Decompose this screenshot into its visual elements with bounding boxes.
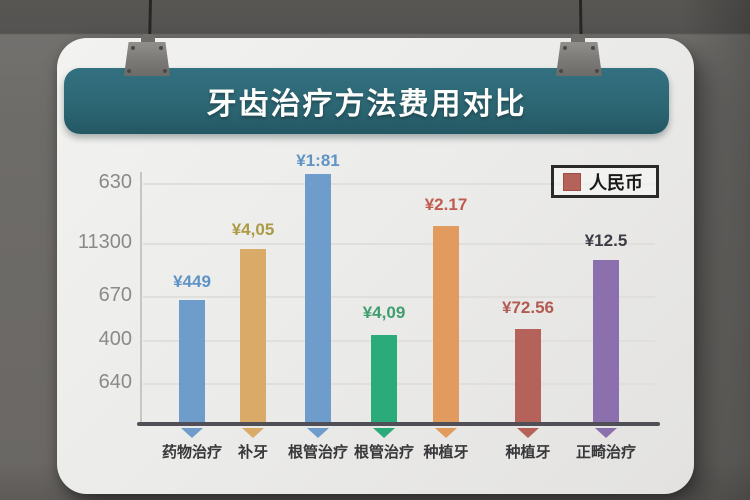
bar-value-label: ¥4,05 [231,220,275,239]
x-axis-category-label: 根管治疗 [287,444,349,461]
screw-icon [591,46,595,50]
y-axis-tick-label: 670 [98,284,132,306]
y-axis-tick-label: 400 [98,328,132,350]
bar [371,335,397,424]
y-axis-tick-label: 640 [98,371,132,393]
bar [179,300,205,424]
binder-clip-left [124,42,170,76]
screw-icon [163,69,167,73]
x-axis-category-label: 种植牙 [505,444,551,461]
bar [240,249,266,424]
gridline [143,340,655,342]
gridline [143,383,655,385]
gridline [143,183,655,185]
screw-icon [563,46,567,50]
bar [515,329,541,424]
bar [433,226,459,424]
bar-value-label: ¥2.17 [424,195,468,214]
bar-tip [181,428,203,438]
gridline [143,243,655,245]
y-axis-line [140,172,142,424]
bar-tip [373,428,395,438]
bar [593,260,619,424]
legend-swatch-icon [563,172,581,191]
x-axis-line [137,422,660,426]
gridline [143,296,655,298]
legend-label: 人民币 [589,172,643,193]
bar-value-label: ¥4,09 [362,303,406,322]
title-banner: 牙齿治疗方法费用对比 [64,68,669,134]
binder-clip-right [556,42,602,76]
bar-tip [307,428,329,438]
bar-value-label: ¥1:81 [296,151,340,170]
poster-title: 牙齿治疗方法费用对比 [206,88,527,121]
legend-box: 人民币 [551,165,659,198]
screw-icon [559,69,563,73]
screw-icon [595,69,599,73]
screw-icon [127,69,131,73]
x-axis-category-label: 根管治疗 [353,444,415,461]
bar-tip [242,428,264,438]
bar-tip [517,428,539,438]
y-axis-tick-label: 630 [98,171,132,193]
x-axis-category-label: 药物治疗 [161,444,223,461]
y-axis-tick-label: 11300 [77,231,132,253]
bar-tip [435,428,457,438]
bar-tip [595,428,617,438]
bar-value-label: ¥72.56 [502,298,554,317]
bar [305,174,331,424]
x-axis-category-label: 正畸治疗 [575,444,637,461]
x-axis-category-label: 种植牙 [423,444,469,461]
bar-value-label: ¥449 [173,272,211,291]
screw-icon [159,46,163,50]
screw-icon [131,46,135,50]
bar-value-label: ¥12.5 [584,231,628,250]
x-axis-category-label: 补牙 [237,444,269,461]
